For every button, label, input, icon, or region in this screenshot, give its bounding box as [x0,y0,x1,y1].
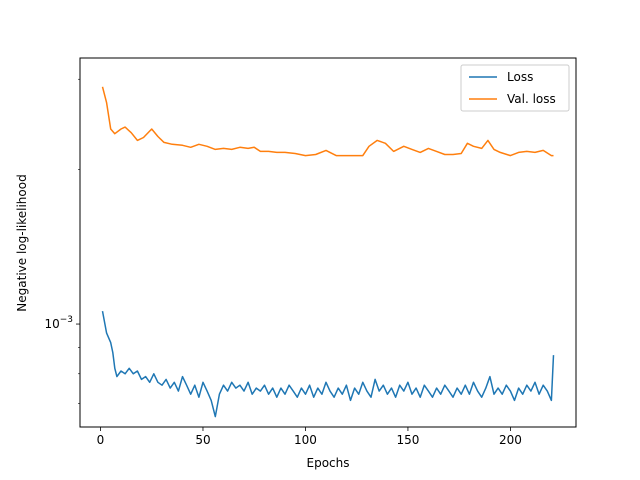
legend-label: Val. loss [507,92,556,106]
x-tick-label: 50 [195,433,210,447]
y-axis-label: Negative log-likelihood [15,174,29,311]
x-tick-label: 150 [396,433,419,447]
series-line-loss [101,310,555,418]
legend-label: Loss [507,70,533,84]
x-tick-label: 200 [499,433,522,447]
x-axis-label: Epochs [307,456,350,470]
y-tick-label: 10−3 [44,315,73,331]
series-line-val-loss [101,86,554,157]
x-axis-ticks: 0 50 100 150 200 [97,427,522,447]
x-tick-label: 0 [97,433,105,447]
y-axis-ticks: 10−3 [44,78,80,404]
legend: Loss Val. loss [460,64,570,112]
axes-frame [79,57,577,428]
plot-area [101,86,555,418]
x-tick-label: 100 [294,433,317,447]
